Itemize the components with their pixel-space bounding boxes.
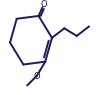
Text: O: O xyxy=(33,72,40,81)
Text: O: O xyxy=(40,0,47,9)
